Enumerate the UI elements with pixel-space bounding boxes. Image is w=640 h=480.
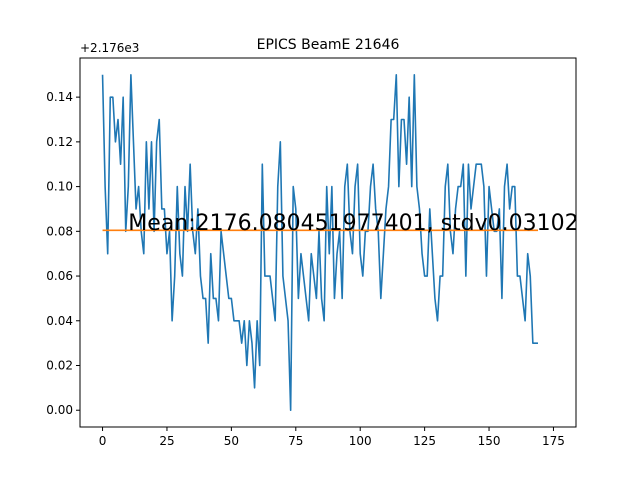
x-tick-label: 175 xyxy=(542,434,565,448)
x-tick-label: 100 xyxy=(349,434,372,448)
y-axis: 0.00 0.02 0.04 0.06 0.08 0.10 0.12 0.14 xyxy=(46,90,80,417)
x-axis: 0 25 50 75 100 125 150 175 xyxy=(99,427,565,448)
x-tick-label: 50 xyxy=(224,434,239,448)
y-tick-label: 0.04 xyxy=(46,314,73,328)
y-tick-label: 0.00 xyxy=(46,403,73,417)
plot-area xyxy=(80,58,576,427)
y-offset-label: +2.176e3 xyxy=(80,41,139,55)
chart-title: EPICS BeamE 21646 xyxy=(257,37,400,53)
series-layer xyxy=(101,73,538,412)
y-tick-label: 0.08 xyxy=(46,224,73,238)
x-tick-label: 75 xyxy=(288,434,303,448)
plot-frame xyxy=(79,57,577,428)
y-tick-label: 0.02 xyxy=(46,359,73,373)
y-tick-label: 0.12 xyxy=(46,135,73,149)
mean-stdv-annotation: Mean:2176.080451977401, stdv0.03102 xyxy=(128,211,578,236)
x-tick-label: 125 xyxy=(413,434,436,448)
x-tick-label: 0 xyxy=(99,434,107,448)
x-tick-label: 150 xyxy=(478,434,501,448)
y-tick-label: 0.14 xyxy=(46,90,73,104)
y-tick-label: 0.06 xyxy=(46,269,73,283)
y-tick-label: 0.10 xyxy=(46,180,73,194)
series-line-values xyxy=(101,73,538,412)
x-tick-label: 25 xyxy=(159,434,174,448)
